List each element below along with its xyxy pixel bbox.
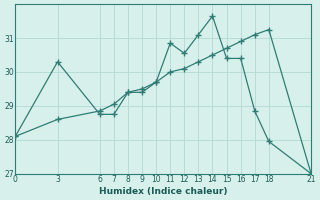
X-axis label: Humidex (Indice chaleur): Humidex (Indice chaleur) [99,187,228,196]
